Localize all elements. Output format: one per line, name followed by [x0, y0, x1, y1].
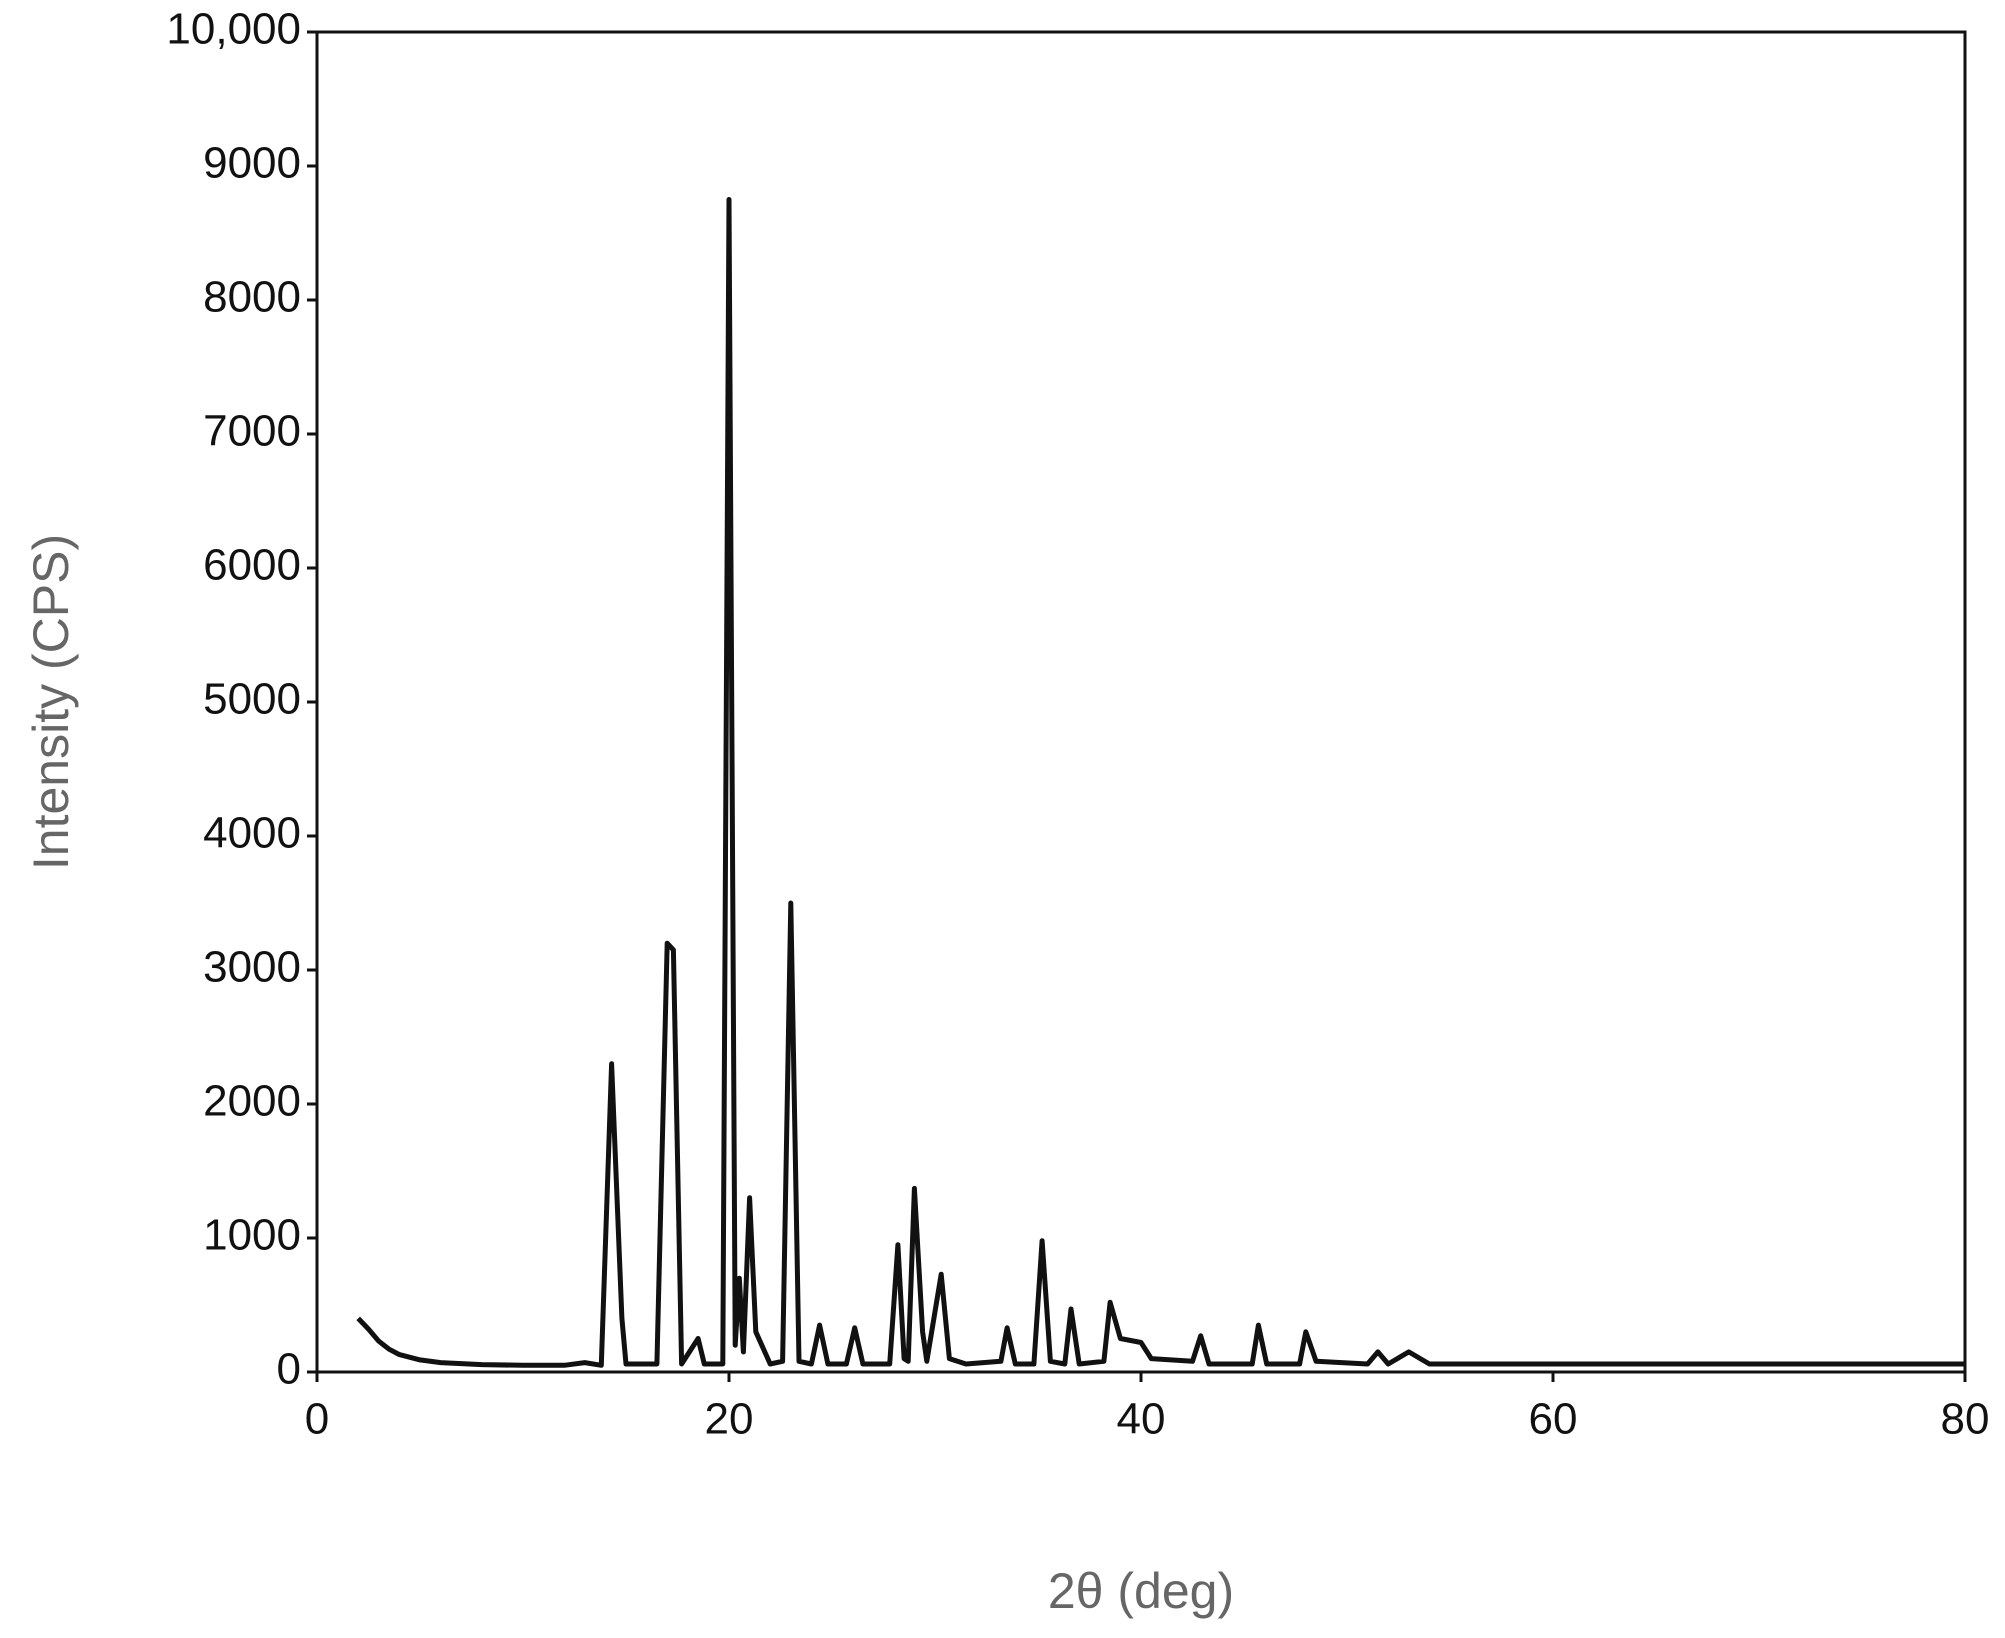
y-tick-label: 8000 — [203, 273, 301, 322]
x-tick-label: 60 — [1529, 1395, 1578, 1444]
x-axis-title: 2θ (deg) — [1048, 1563, 1234, 1619]
y-tick-label: 10,000 — [166, 5, 301, 54]
y-axis-title: Intensity (CPS) — [23, 534, 79, 870]
y-tick-label: 4000 — [203, 809, 301, 858]
y-tick-label: 1000 — [203, 1211, 301, 1260]
y-tick-label: 2000 — [203, 1077, 301, 1126]
y-tick-label: 3000 — [203, 943, 301, 992]
y-tick-label: 0 — [277, 1345, 301, 1394]
x-tick-label: 80 — [1941, 1395, 1990, 1444]
y-tick-label: 9000 — [203, 139, 301, 188]
y-tick-label: 7000 — [203, 407, 301, 456]
y-tick-label: 5000 — [203, 675, 301, 724]
x-tick-label: 40 — [1117, 1395, 1166, 1444]
x-tick-label: 20 — [705, 1395, 754, 1444]
plot-frame — [315, 30, 1967, 1374]
data-line — [356, 197, 1965, 1368]
x-tick-label: 0 — [305, 1395, 329, 1444]
y-tick-label: 6000 — [203, 541, 301, 590]
